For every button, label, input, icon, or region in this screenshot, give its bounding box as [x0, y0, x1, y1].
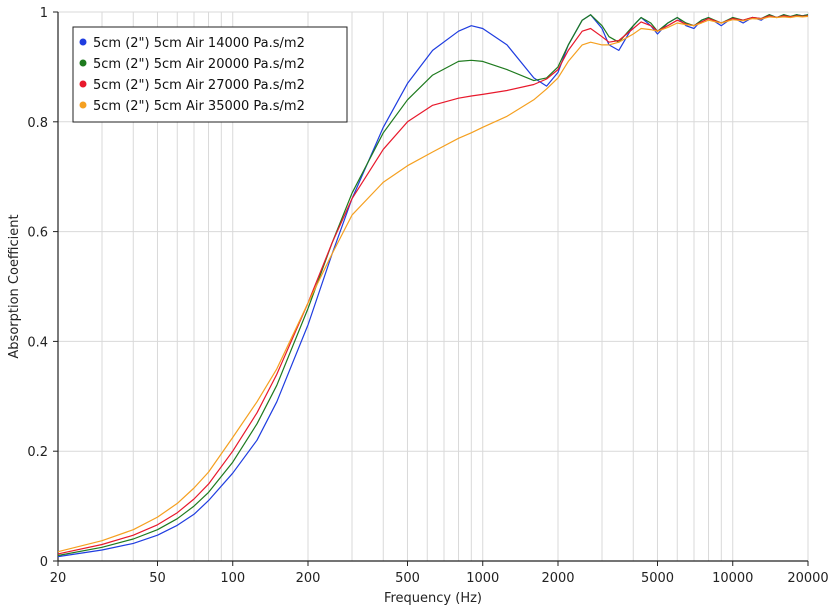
legend-marker: [79, 80, 87, 88]
tick-labels: 20 50 100 200 500 1000 2000 5000 10000 20000 0 0.2 0…: [27, 6, 828, 586]
legend-marker: [79, 59, 87, 67]
y-tick-label: 0.6: [27, 226, 48, 241]
x-tick-label: 1000: [466, 571, 499, 586]
x-tick-label: 20000: [787, 571, 828, 586]
y-tick-label: 0.2: [27, 445, 48, 460]
x-axis-title: Frequency (Hz): [384, 591, 482, 606]
legend-marker: [79, 38, 87, 46]
y-axis-title: Absorption Coefficient: [7, 214, 22, 358]
x-tick-label: 100: [220, 571, 245, 586]
x-tick-label: 50: [149, 571, 166, 586]
y-tick-label: 1: [40, 6, 48, 21]
y-tick-label: 0.8: [27, 116, 48, 131]
series-line-4: [57, 15, 809, 553]
legend-marker: [79, 101, 87, 109]
x-tick-label: 2000: [541, 571, 574, 586]
legend-label: 5cm (2") 5cm Air 35000 Pa.s/m2: [93, 99, 305, 114]
x-tick-label: 5000: [641, 571, 674, 586]
x-tick-label: 500: [395, 571, 420, 586]
y-tick-label: 0: [40, 555, 48, 570]
legend-label: 5cm (2") 5cm Air 27000 Pa.s/m2: [93, 78, 305, 93]
legend-box: [72, 26, 348, 123]
series-layer: [57, 14, 809, 558]
x-tick-label: 200: [296, 571, 321, 586]
x-tick-label: 20: [50, 571, 67, 586]
x-tick-label: 10000: [712, 571, 753, 586]
legend: 5cm (2") 5cm Air 14000 Pa.s/m2 5cm (2") 5…: [72, 26, 348, 123]
axes: [53, 11, 809, 566]
series-line-3: [57, 15, 809, 555]
legend-label: 5cm (2") 5cm Air 20000 Pa.s/m2: [93, 57, 305, 72]
y-tick-label: 0.4: [27, 335, 48, 350]
legend-label: 5cm (2") 5cm Air 14000 Pa.s/m2: [93, 36, 305, 51]
